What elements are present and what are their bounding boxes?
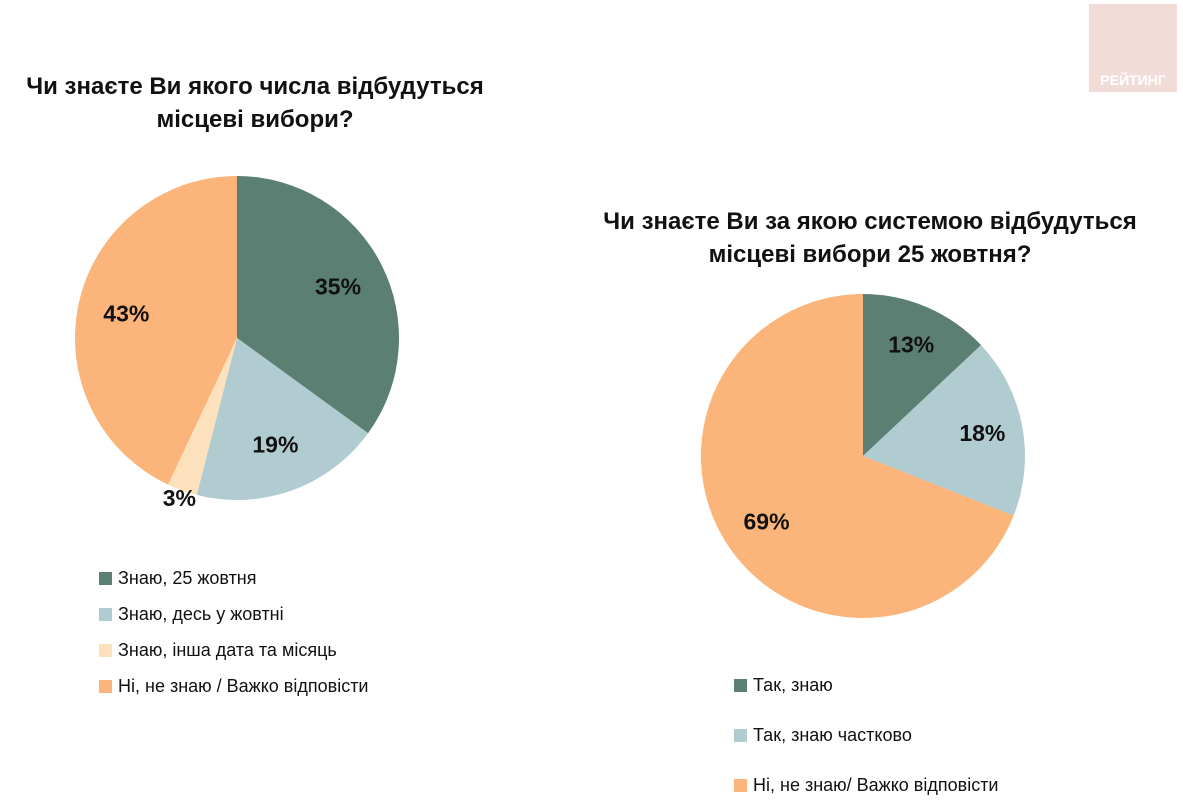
data-label: 13%	[888, 331, 934, 357]
legend-item: Знаю, інша дата та місяць	[99, 632, 369, 668]
legend-item: Так, знаю	[734, 660, 999, 710]
legend-label: Знаю, інша дата та місяць	[118, 639, 337, 660]
legend-2: Так, знаю Так, знаю частково Ні, не знаю/ …	[734, 660, 999, 804]
pie-slice	[237, 176, 399, 434]
legend-swatch	[99, 607, 112, 621]
pie-slice	[196, 338, 369, 500]
legend-swatch	[99, 679, 112, 693]
data-label: 18%	[959, 420, 1005, 446]
legend-label: Так, знаю	[753, 674, 833, 695]
legend-item: Знаю, 25 жовтня	[99, 560, 369, 596]
legend-label: Ні, не знаю / Важко відповісти	[118, 675, 369, 696]
logo-text: РЕЙТИНГ	[1100, 72, 1166, 88]
pie-slice	[75, 176, 237, 485]
data-label: 43%	[103, 300, 149, 326]
pie-slice	[701, 294, 1014, 618]
legend-item: Так, знаю частково	[734, 710, 999, 760]
legend-label: Знаю, десь у жовтні	[118, 603, 284, 624]
legend-swatch	[734, 778, 747, 792]
chart-title-1: Чи знаєте Ви якого числа відбудуться міс…	[26, 73, 484, 133]
data-label: 69%	[744, 509, 790, 535]
legend-item: Ні, не знаю/ Важко відповісти	[734, 760, 999, 804]
legend-label: Знаю, 25 жовтня	[118, 567, 257, 588]
pie-slice	[168, 338, 237, 495]
logo: РЕЙТИНГ	[1089, 4, 1177, 92]
data-label: 19%	[252, 432, 298, 458]
legend-swatch	[99, 571, 112, 585]
legend-item: Ні, не знаю / Важко відповісти	[99, 668, 369, 704]
pie-slice	[863, 345, 1025, 516]
legend-swatch	[734, 678, 747, 692]
legend-label: Ні, не знаю/ Важко відповісти	[753, 774, 999, 795]
legend-item: Знаю, десь у жовтні	[99, 596, 369, 632]
chart-title-2: Чи знаєте Ви за якою системою відбудутьс…	[603, 208, 1137, 268]
data-label: 3%	[163, 485, 196, 511]
legend-swatch	[734, 728, 747, 742]
legend-1: Знаю, 25 жовтня Знаю, десь у жовтні Знаю, …	[99, 560, 369, 704]
pie-slice	[863, 294, 982, 456]
data-label: 35%	[315, 274, 361, 300]
legend-label: Так, знаю частково	[753, 724, 912, 745]
legend-swatch	[99, 643, 112, 657]
